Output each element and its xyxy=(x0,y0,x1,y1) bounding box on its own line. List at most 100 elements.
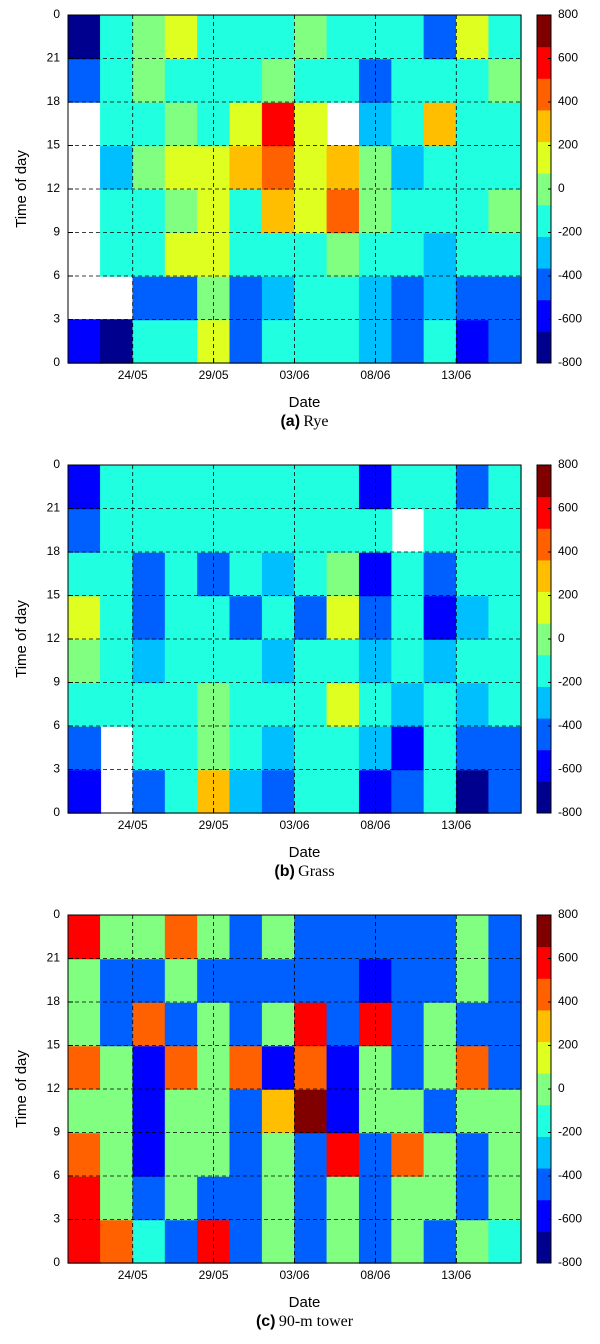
plot-frame xyxy=(67,914,522,1264)
contour-cell xyxy=(164,958,199,1003)
colorbar-swatch xyxy=(537,978,551,1011)
contour-cell xyxy=(261,914,296,960)
contour-cell xyxy=(132,1175,166,1221)
contour-cell xyxy=(100,958,134,1003)
colorbar-swatch xyxy=(537,1041,551,1074)
colorbar-tick-label: -600 xyxy=(558,312,582,326)
contour-cell xyxy=(326,595,360,640)
colorbar-tick-label: 800 xyxy=(558,457,578,471)
contour-cell xyxy=(164,1219,199,1264)
contour-cell xyxy=(164,769,199,814)
contour-cell xyxy=(326,145,360,190)
x-tick-label: 24/05 xyxy=(118,818,148,832)
x-tick-label: 13/06 xyxy=(441,818,471,832)
y-tick-label: 6 xyxy=(53,268,60,282)
contour-cell xyxy=(294,1045,328,1090)
contour-cell xyxy=(132,14,166,60)
colorbar-tick-label: 800 xyxy=(558,7,578,21)
contour-cell xyxy=(229,725,263,771)
contour-cell xyxy=(197,1045,231,1090)
contour-cell xyxy=(261,551,296,597)
contour-cell xyxy=(67,914,102,960)
contour-cell xyxy=(391,101,425,147)
contour-cell xyxy=(294,682,328,727)
contour-cell xyxy=(229,1175,263,1221)
contour-cell xyxy=(67,595,102,640)
contour-cell xyxy=(326,1219,360,1264)
contour-cell xyxy=(132,638,166,684)
contour-cell xyxy=(229,58,263,103)
contour-cell xyxy=(423,595,458,640)
contour-cell xyxy=(67,1219,102,1264)
y-tick-label: 21 xyxy=(47,51,61,65)
contour-cell xyxy=(229,1045,263,1090)
colorbar-tick-label: -400 xyxy=(558,268,582,282)
contour-cell xyxy=(67,682,102,727)
y-tick-label: 12 xyxy=(47,181,61,195)
contour-cell xyxy=(423,508,458,553)
contour-cell xyxy=(391,1175,425,1221)
contour-cell xyxy=(488,638,522,684)
contour-cell xyxy=(488,725,522,771)
y-tick-label: 18 xyxy=(47,94,61,108)
contour-cell xyxy=(294,1219,328,1264)
colorbar-swatch xyxy=(537,236,551,269)
contour-cell xyxy=(456,1219,490,1264)
contour-cell xyxy=(132,101,166,147)
contour-cell xyxy=(488,682,522,727)
contour-cell xyxy=(67,769,102,814)
colorbar-swatch xyxy=(537,1199,551,1232)
contour-cell xyxy=(294,508,328,553)
contour-cell xyxy=(326,1175,360,1221)
contour-cell xyxy=(391,1219,425,1264)
contour-cell xyxy=(488,595,522,640)
panel-caption-text: 90-m tower xyxy=(279,1313,354,1330)
contour-cell xyxy=(456,232,490,277)
plot-frame xyxy=(67,464,522,814)
contour-cell xyxy=(132,551,166,597)
contour-cell xyxy=(164,1001,199,1047)
colorbar-tick-label: -200 xyxy=(558,1125,582,1139)
contour-cell xyxy=(261,319,296,364)
contour-cell xyxy=(100,551,134,597)
y-tick-label: 6 xyxy=(53,1168,60,1182)
contour-cell xyxy=(423,682,458,727)
contour-cell xyxy=(261,1001,296,1047)
contour-cell xyxy=(132,1088,166,1134)
contour-cell xyxy=(294,1001,328,1047)
x-tick-label: 08/06 xyxy=(360,1268,390,1282)
contour-cell xyxy=(391,1045,425,1090)
contour-cell xyxy=(456,1001,490,1047)
contour-cell xyxy=(132,464,166,510)
contour-cell xyxy=(488,275,522,321)
contour-cell xyxy=(391,638,425,684)
contour-cell xyxy=(261,595,296,640)
contour-cell xyxy=(261,58,296,103)
contour-cell xyxy=(391,275,425,321)
contour-cell xyxy=(488,101,522,147)
contour-cell xyxy=(67,1001,102,1047)
y-tick-label: 0 xyxy=(53,457,60,471)
x-tick-label: 08/06 xyxy=(360,818,390,832)
contour-cell xyxy=(294,914,328,960)
contour-cell xyxy=(229,188,263,234)
contour-cell xyxy=(423,319,458,364)
contour-cell xyxy=(164,319,199,364)
contour-cell xyxy=(294,58,328,103)
contour-cell xyxy=(326,725,360,771)
panel-label: (b) xyxy=(274,863,294,880)
contour-cell xyxy=(326,1132,360,1177)
contour-cell xyxy=(261,188,296,234)
contour-cell xyxy=(100,1001,134,1047)
contour-cell xyxy=(67,319,102,364)
colorbar-tick-label: 200 xyxy=(558,1038,578,1052)
contour-cell xyxy=(100,1132,134,1177)
contour-cell xyxy=(132,1132,166,1177)
colorbar-tick-label: -800 xyxy=(558,1255,582,1269)
contour-cell xyxy=(261,638,296,684)
contour-cell xyxy=(132,914,166,960)
colorbar-tick-label: 600 xyxy=(558,51,578,65)
contour-cell xyxy=(261,1132,296,1177)
contour-cell xyxy=(261,101,296,147)
contour-cell xyxy=(456,769,490,814)
